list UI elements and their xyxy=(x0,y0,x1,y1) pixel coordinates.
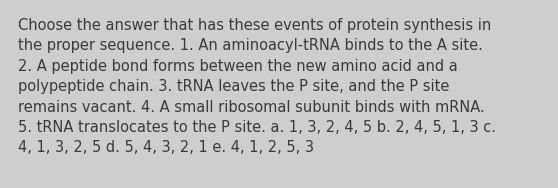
Text: Choose the answer that has these events of protein synthesis in
the proper seque: Choose the answer that has these events … xyxy=(18,18,496,155)
